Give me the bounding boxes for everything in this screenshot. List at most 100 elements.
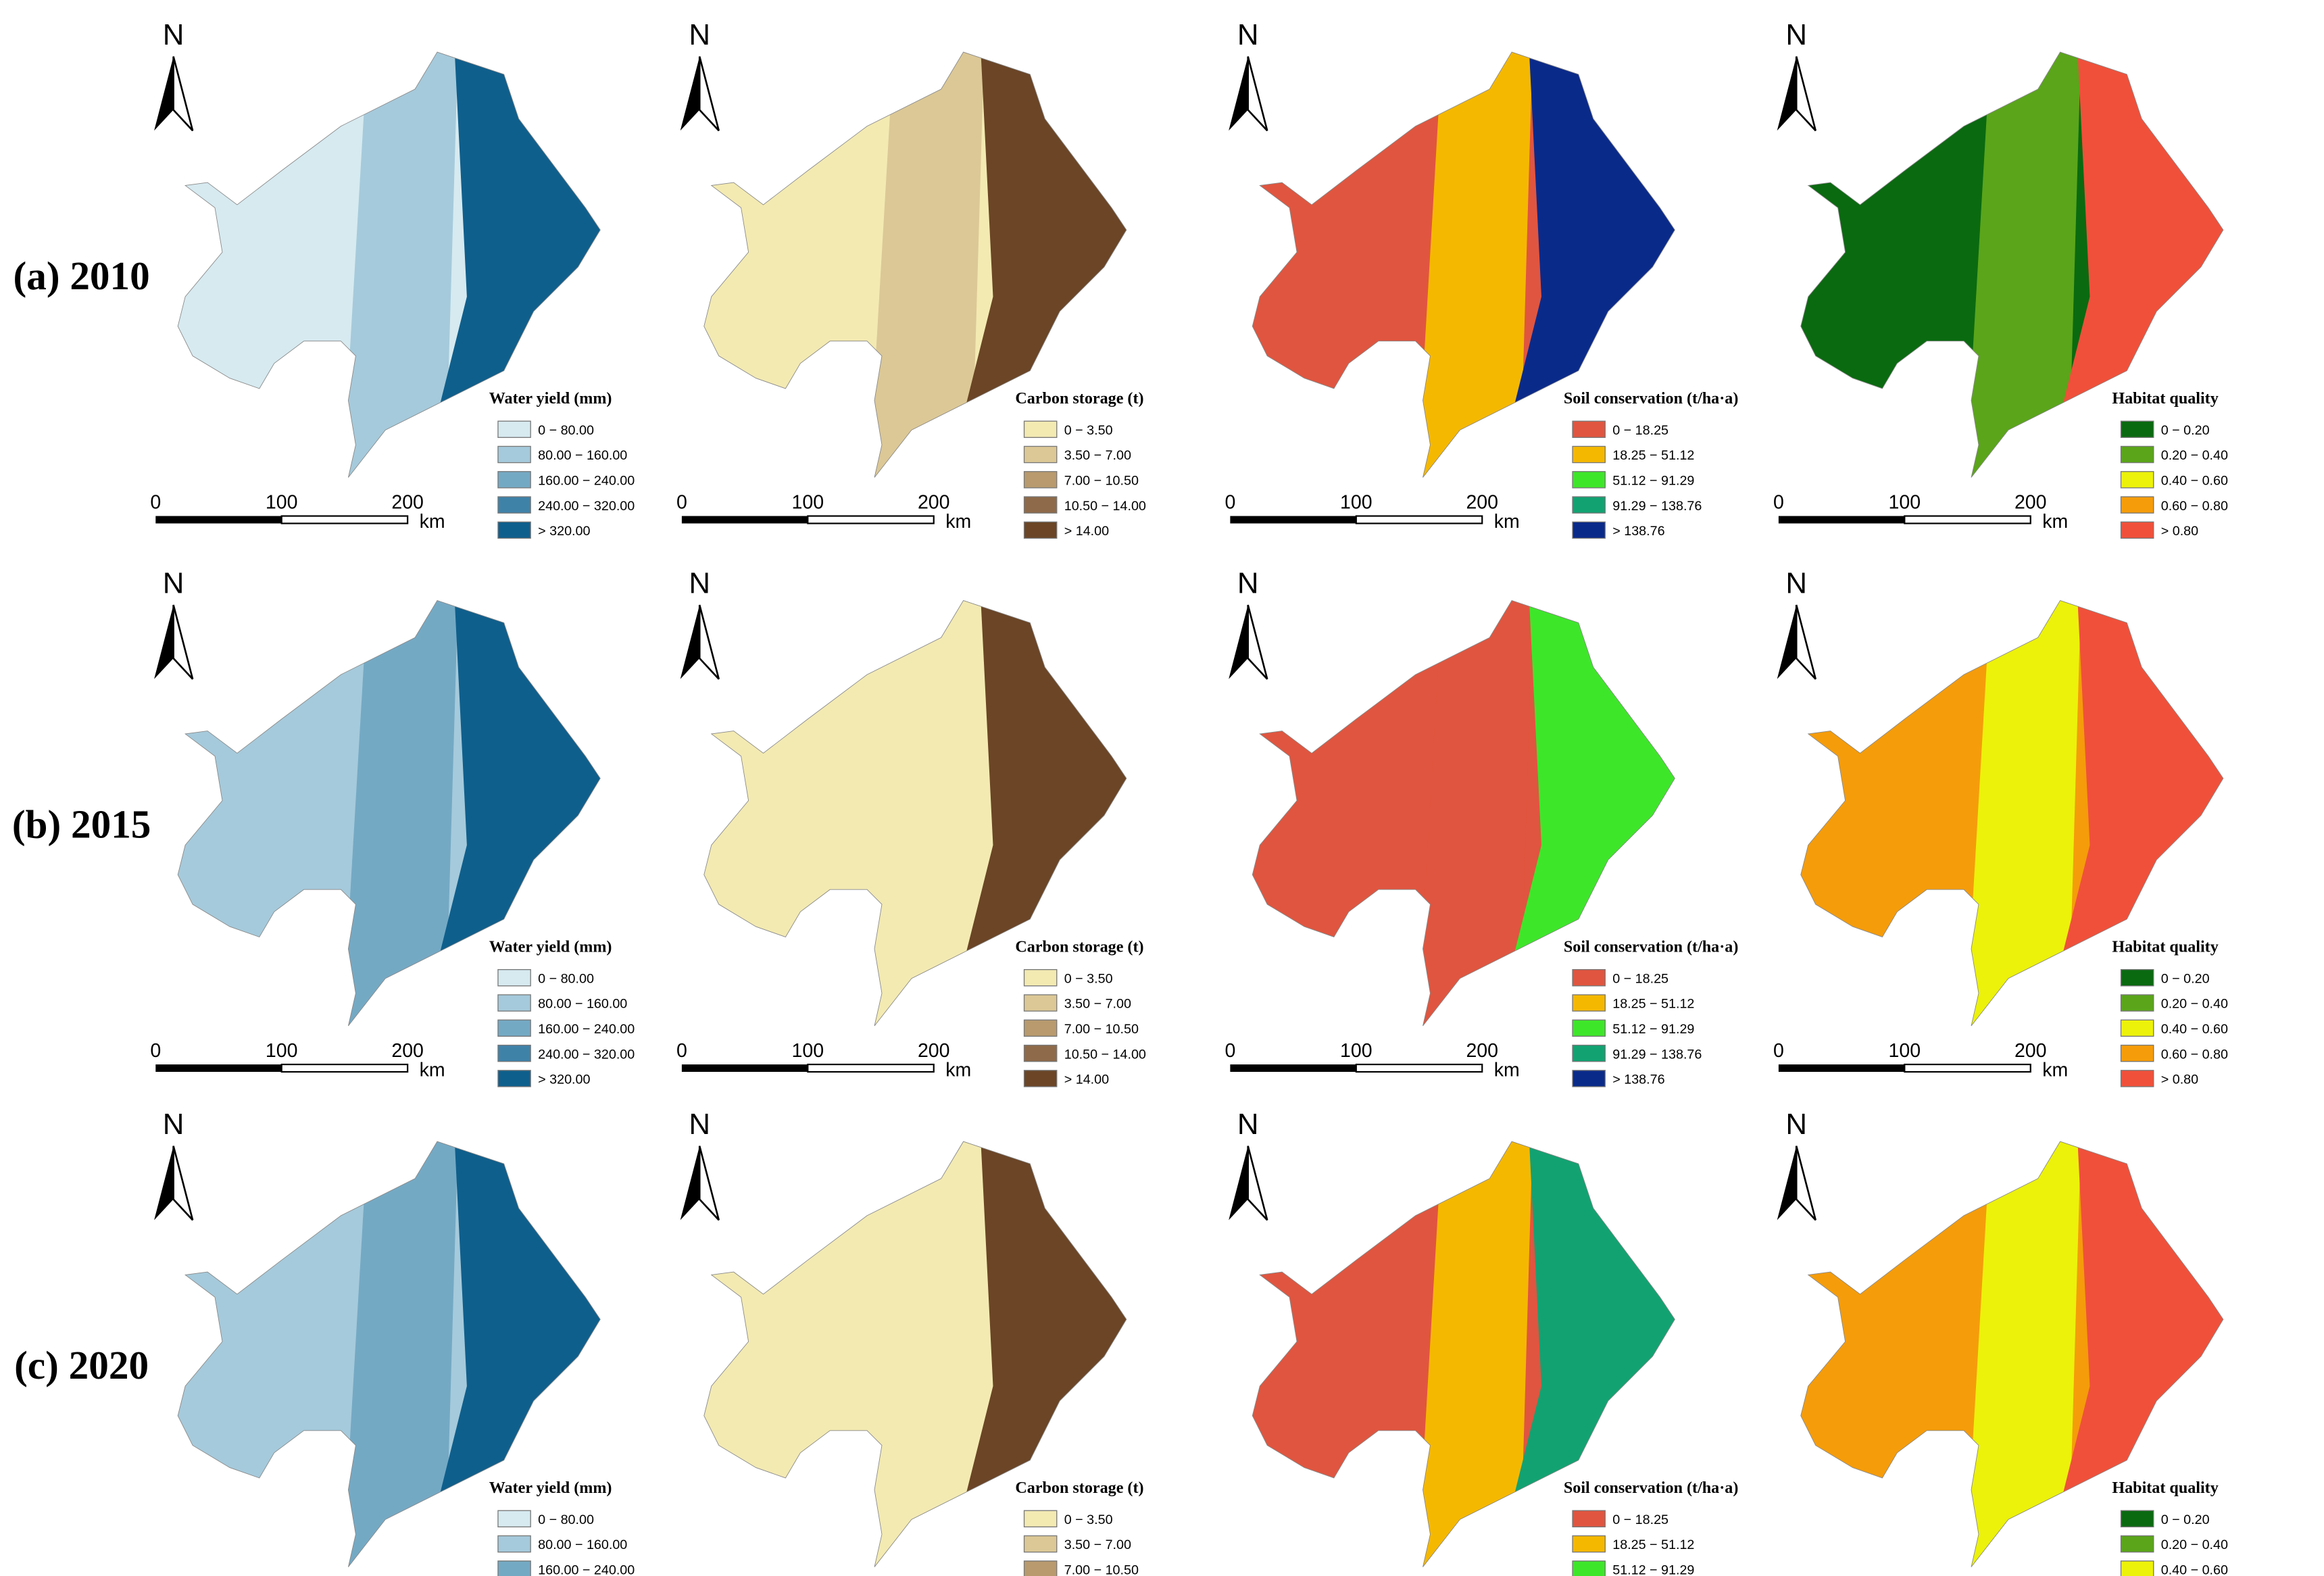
map-outline	[177, 600, 601, 1027]
legend-swatch	[1572, 471, 1606, 489]
legend-label: 3.50 − 7.00	[1064, 997, 1131, 1012]
legend-swatch	[2120, 1510, 2154, 1527]
scale-label: 0	[1225, 492, 1235, 514]
north-arrow	[1795, 1146, 1816, 1221]
scale-label: 0	[676, 492, 687, 514]
scale-unit: km	[1494, 511, 1520, 533]
legend-label: 0 − 3.50	[1064, 423, 1113, 438]
scale-label: 200	[391, 1040, 424, 1062]
north-arrow	[698, 604, 720, 680]
legend-title: Soil conservation (t/ha·a)	[1564, 938, 1739, 956]
north-arrow	[172, 1146, 194, 1221]
legend-label: 51.12 − 91.29	[1612, 473, 1694, 488]
map-outline	[1800, 600, 2224, 1027]
north-label: N	[1785, 18, 1807, 51]
map-panel: N Carbon storage (t) 0 − 3.50 3.50 − 7.00 7.…	[676, 567, 1146, 1087]
north-arrow	[680, 56, 700, 131]
legend-label: > 0.80	[2161, 524, 2198, 539]
legend-label: 0 − 18.25	[1612, 971, 1668, 986]
row-label: (c) 2020	[14, 1343, 149, 1387]
legend-label: 18.25 − 51.12	[1612, 448, 1694, 463]
legend-title: Water yield (mm)	[489, 1479, 612, 1497]
scale-bar	[280, 1063, 409, 1073]
legend-label: 0 − 80.00	[538, 1512, 594, 1527]
legend-label: 7.00 − 10.50	[1064, 1563, 1139, 1576]
legend-label: 3.50 − 7.00	[1064, 1537, 1131, 1552]
legend-swatch	[1572, 1535, 1606, 1553]
scale-label: 200	[918, 1040, 950, 1062]
legend-swatch	[2120, 1044, 2154, 1062]
legend-swatch	[2120, 420, 2154, 438]
legend-label: 10.50 − 14.00	[1064, 1047, 1146, 1062]
map-outline	[1800, 51, 2224, 478]
scale-label: 100	[792, 1040, 824, 1062]
legend-swatch	[1023, 420, 1058, 438]
scale-label: 200	[2014, 492, 2047, 514]
scale-label: 0	[1773, 1040, 1784, 1062]
legend-label: 0.20 − 0.40	[2161, 997, 2228, 1012]
map-panel: N Water yield (mm) 0 − 80.00 80.00 − 160.00…	[150, 567, 635, 1087]
scale-label: 200	[918, 492, 950, 514]
legend-label: 0 − 18.25	[1612, 423, 1668, 438]
legend-swatch	[1023, 969, 1058, 987]
legend-swatch	[2120, 969, 2154, 987]
legend-label: 0 − 0.20	[2161, 971, 2210, 986]
legend-swatch	[1572, 445, 1606, 464]
legend-label: 0 − 3.50	[1064, 971, 1113, 986]
map-region	[1415, 600, 1535, 1027]
scale-label: 100	[1889, 492, 1921, 514]
scale-label: 100	[266, 1040, 298, 1062]
north-label: N	[163, 18, 184, 51]
legend-swatch	[1572, 1044, 1606, 1062]
map-panel: N Water yield (mm) 0 − 80.00 80.00 − 160.00…	[150, 18, 635, 539]
map-region	[1964, 1141, 2083, 1567]
legend-swatch	[1572, 521, 1606, 539]
scale-label: 0	[150, 492, 161, 514]
legend-swatch	[497, 994, 531, 1012]
scale-label: 0	[150, 1040, 161, 1062]
legend-label: 0.20 − 0.40	[2161, 448, 2228, 463]
scale-bar	[1904, 515, 2031, 524]
legend-label: 80.00 − 160.00	[538, 1537, 627, 1552]
map-outline	[1800, 1141, 2224, 1567]
legend-swatch	[497, 1044, 531, 1062]
legend-label: 7.00 − 10.50	[1064, 473, 1139, 488]
legend-label: 0 − 80.00	[538, 971, 594, 986]
north-label: N	[1237, 18, 1259, 51]
scale-unit: km	[945, 1060, 971, 1081]
legend-swatch	[1572, 496, 1606, 514]
north-label: N	[689, 1108, 710, 1141]
legend-title: Soil conservation (t/ha·a)	[1564, 390, 1739, 408]
scale-label: 0	[1773, 492, 1784, 514]
legend-label: > 138.76	[1612, 524, 1664, 539]
map	[178, 1141, 601, 1567]
north-arrow	[1247, 604, 1268, 680]
legend-swatch	[497, 1560, 531, 1576]
scale-label: 100	[792, 492, 824, 514]
map-region	[867, 1141, 986, 1567]
north-arrow	[698, 56, 720, 132]
map-panel: N Soil conservation (t/ha·a) 0 − 18.25 18.2…	[1225, 567, 1739, 1087]
legend-title: Water yield (mm)	[489, 938, 612, 956]
map-region	[867, 52, 986, 478]
north-arrow	[154, 605, 174, 679]
legend-label: 80.00 − 160.00	[538, 997, 627, 1012]
map-outline	[177, 51, 601, 478]
north-arrow	[1777, 605, 1797, 679]
legend-title: Habitat quality	[2112, 1479, 2218, 1497]
scale-unit: km	[2042, 1060, 2068, 1081]
map-region	[341, 600, 460, 1027]
scale-label: 100	[1340, 1040, 1373, 1062]
scale-bar	[1778, 1064, 1905, 1073]
legend-swatch	[2120, 1070, 2154, 1087]
map-panel: N Soil conservation (t/ha·a) 0 − 18.25 18.2…	[1229, 1108, 1739, 1576]
legend-swatch	[2120, 1019, 2154, 1037]
legend-label: 91.29 − 138.76	[1612, 1047, 1702, 1062]
map	[703, 1141, 1127, 1567]
legend-swatch	[497, 445, 531, 464]
legend-label: > 0.80	[2161, 1073, 2198, 1087]
scale-bar	[280, 515, 409, 524]
map-outline	[1252, 600, 1675, 1027]
legend-title: Soil conservation (t/ha·a)	[1564, 1479, 1739, 1497]
